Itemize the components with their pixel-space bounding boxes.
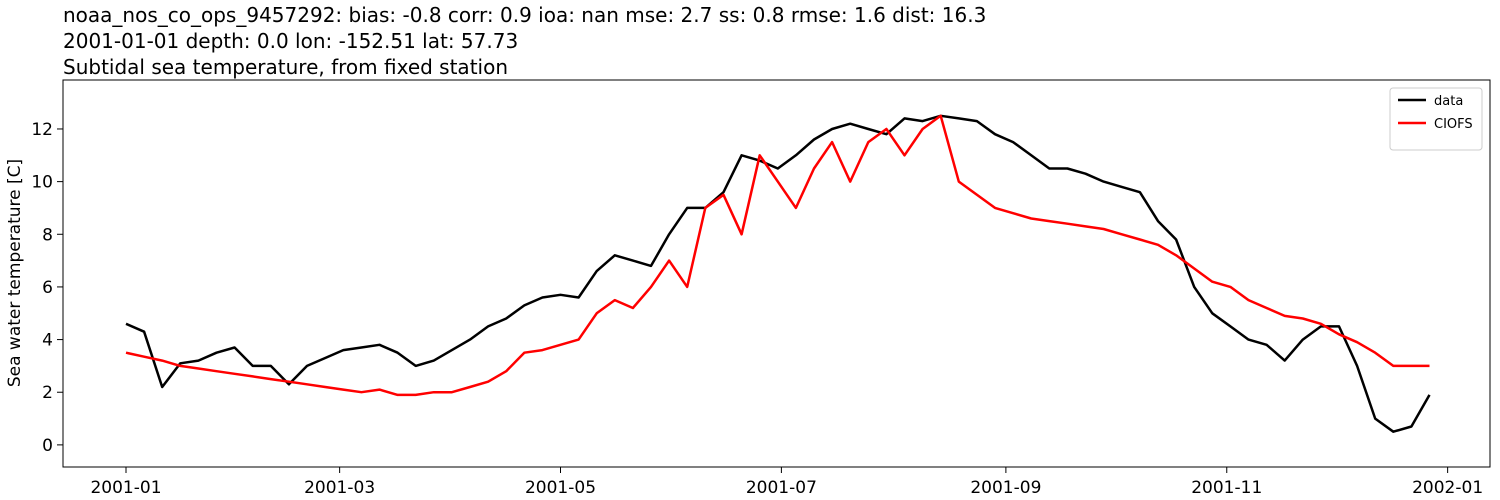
y-tick-label: 4 [42, 331, 53, 351]
title-line-3: Subtidal sea temperature, from fixed sta… [63, 55, 508, 79]
title-line-2: 2001-01-01 depth: 0.0 lon: -152.51 lat: … [63, 29, 518, 53]
x-tick-label: 2001-07 [746, 478, 817, 498]
title-line-1: noaa_nos_co_ops_9457292: bias: -0.8 corr… [63, 3, 986, 27]
y-tick-label: 0 [42, 436, 53, 456]
plot-frame [62, 79, 1491, 468]
legend-label: CIOFS [1434, 117, 1473, 132]
y-tick-label: 12 [31, 120, 53, 140]
x-tick-label: 2001-03 [304, 478, 375, 498]
x-tick-label: 2002-01 [1412, 478, 1483, 498]
series-line [125, 114, 1430, 397]
y-tick-label: 6 [42, 278, 53, 298]
y-tick-label: 10 [31, 173, 53, 193]
legend-box [1389, 87, 1483, 151]
x-tick-label: 2001-01 [90, 478, 161, 498]
x-tick-label: 2001-09 [970, 478, 1041, 498]
y-tick-label: 8 [42, 225, 53, 245]
series-line [125, 114, 1431, 433]
x-tick-label: 2001-11 [1191, 478, 1262, 498]
legend-label: data [1434, 94, 1463, 109]
x-tick-label: 2001-05 [525, 478, 596, 498]
y-axis-label: Sea water temperature [C] [5, 159, 25, 387]
y-tick-label: 2 [42, 383, 53, 403]
